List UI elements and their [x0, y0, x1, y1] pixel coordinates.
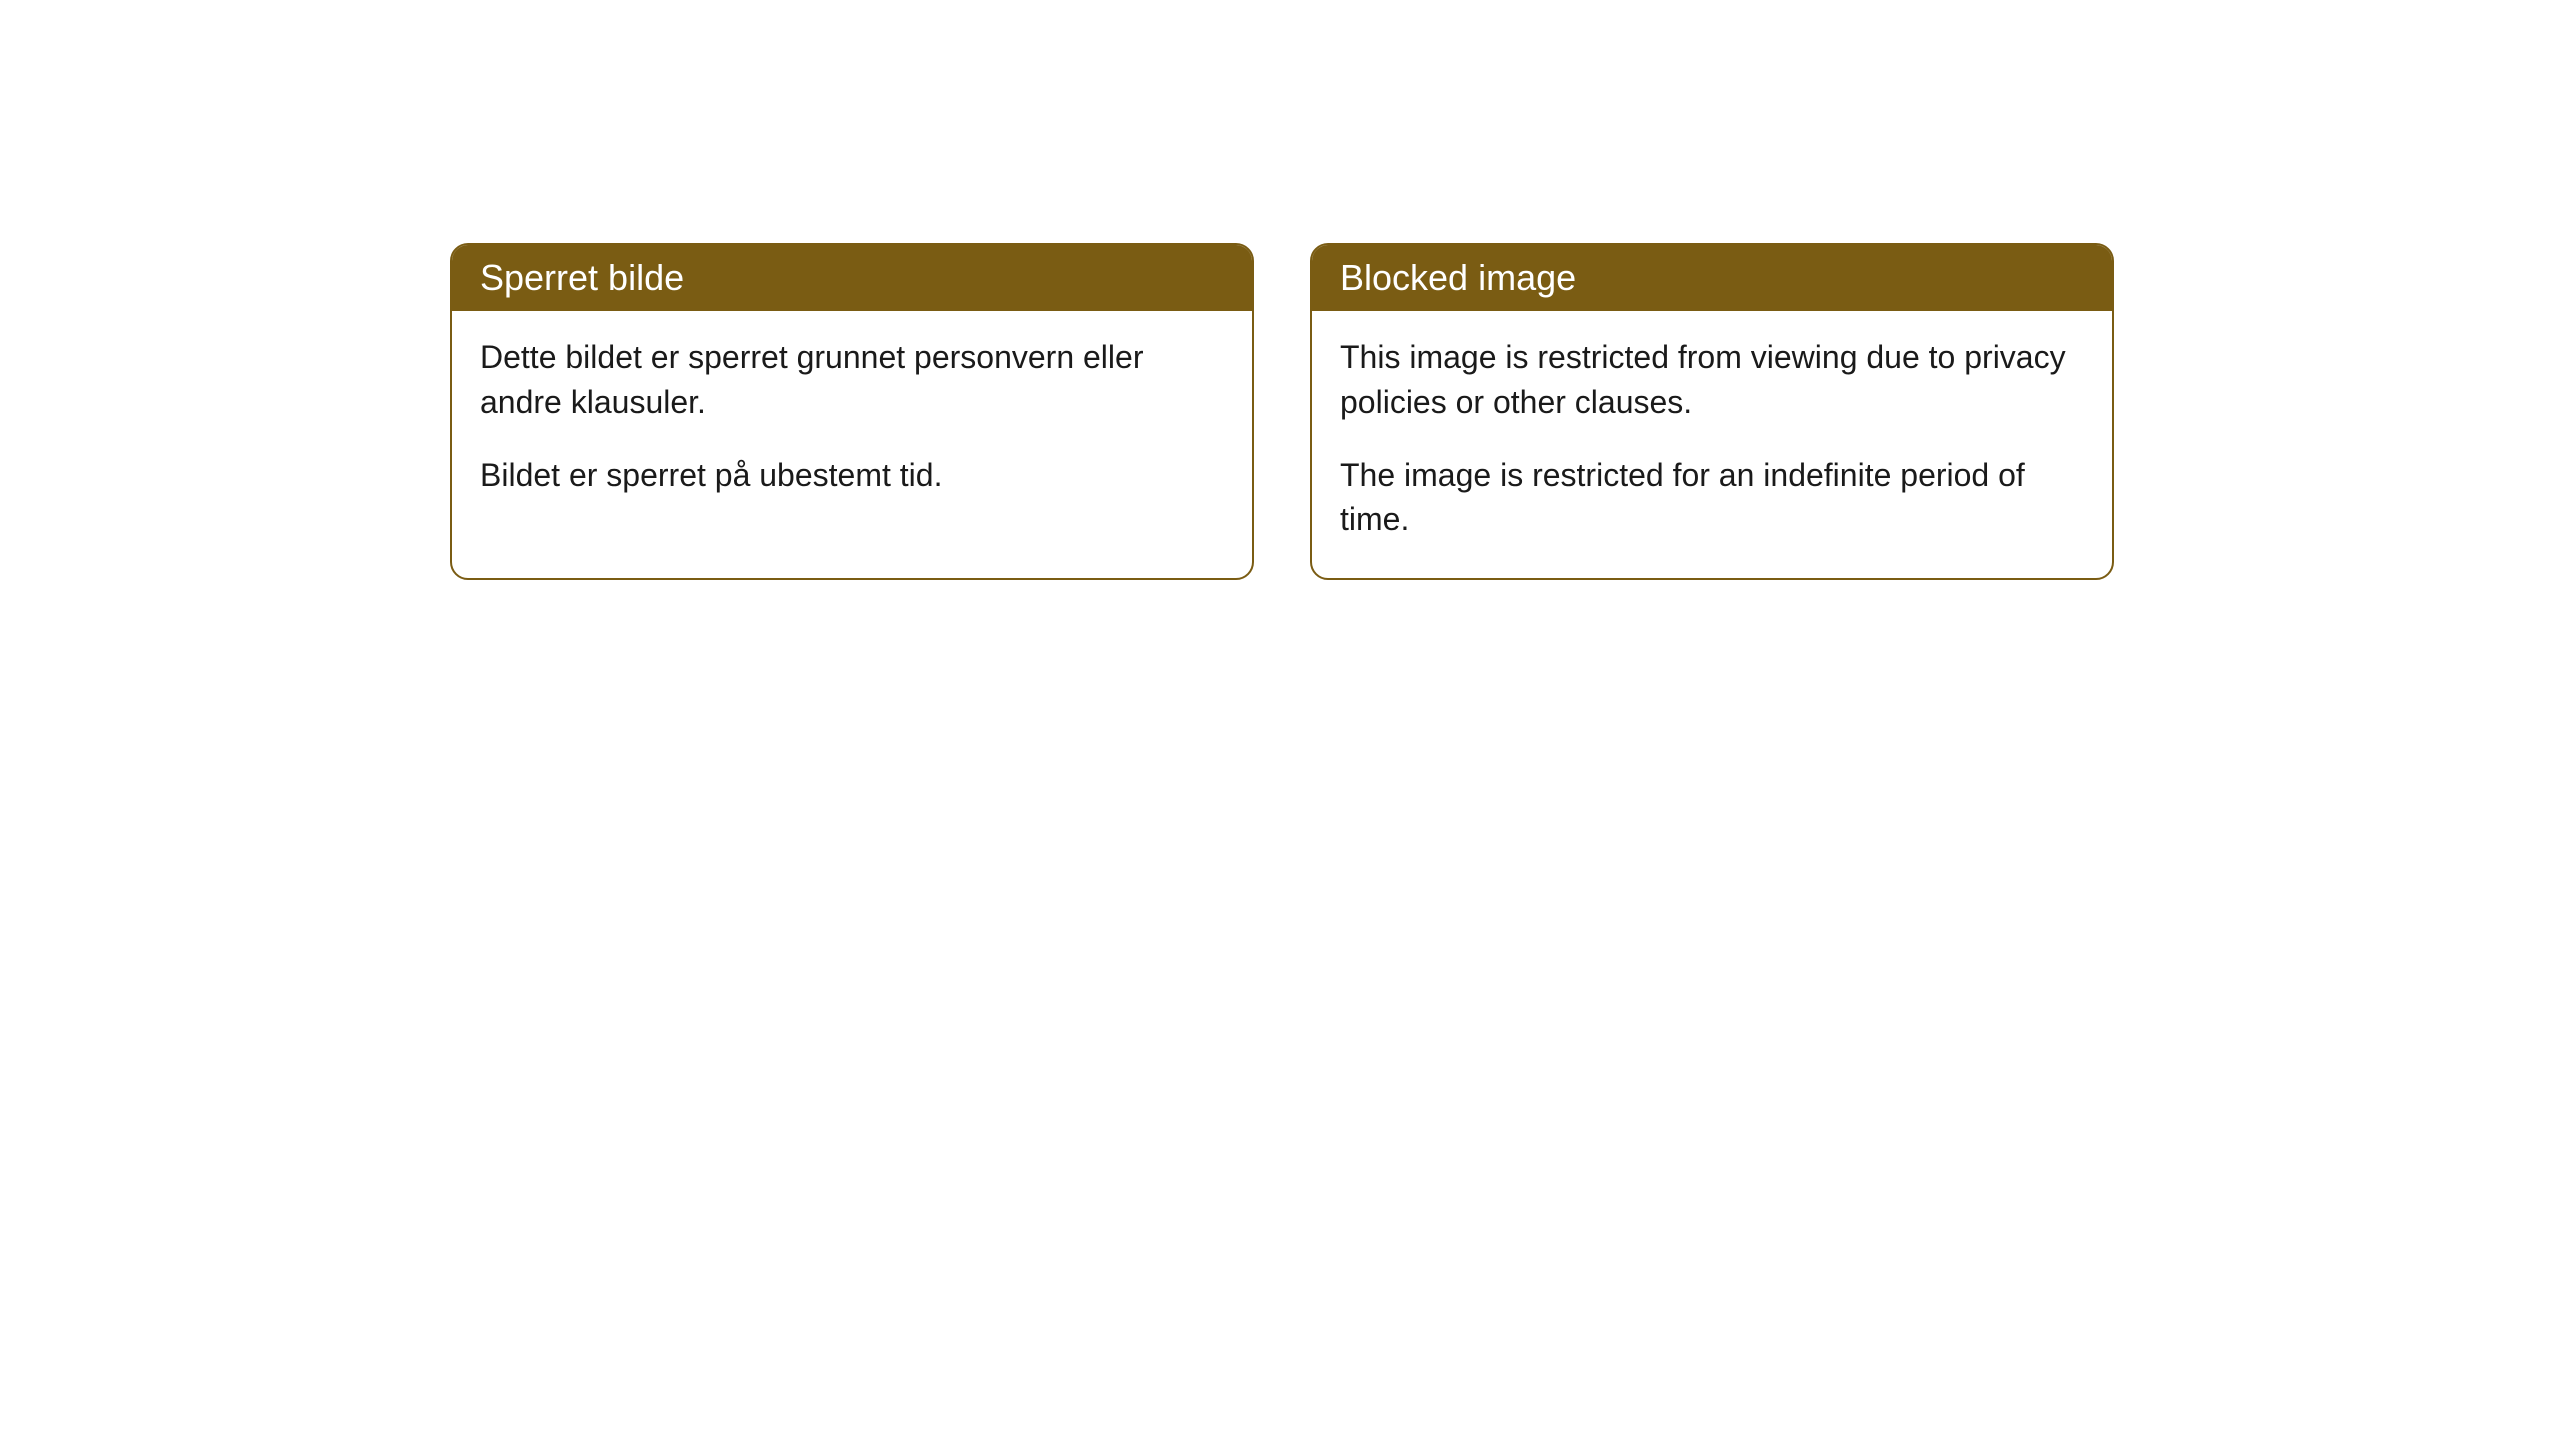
card-header: Sperret bilde [452, 245, 1252, 311]
card-title: Blocked image [1340, 257, 1576, 298]
card-paragraph-1: Dette bildet er sperret grunnet personve… [480, 335, 1224, 425]
cards-container: Sperret bilde Dette bildet er sperret gr… [0, 0, 2560, 580]
card-body: This image is restricted from viewing du… [1312, 311, 2112, 578]
card-paragraph-2: Bildet er sperret på ubestemt tid. [480, 453, 1224, 498]
blocked-image-card-en: Blocked image This image is restricted f… [1310, 243, 2114, 580]
card-paragraph-2: The image is restricted for an indefinit… [1340, 453, 2084, 543]
card-paragraph-1: This image is restricted from viewing du… [1340, 335, 2084, 425]
card-header: Blocked image [1312, 245, 2112, 311]
blocked-image-card-no: Sperret bilde Dette bildet er sperret gr… [450, 243, 1254, 580]
card-title: Sperret bilde [480, 257, 684, 298]
card-body: Dette bildet er sperret grunnet personve… [452, 311, 1252, 533]
